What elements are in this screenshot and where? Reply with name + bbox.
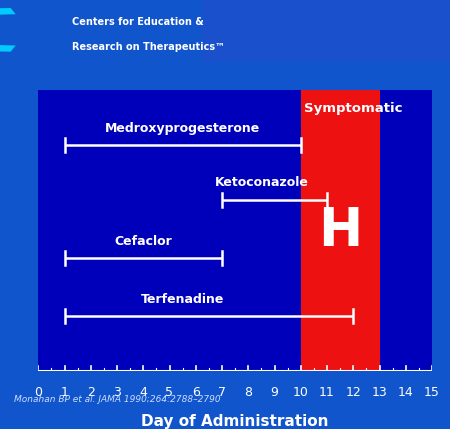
Text: 0: 0 — [34, 386, 42, 399]
Text: Ketoconazole: Ketoconazole — [215, 176, 308, 190]
Text: Day of Administration: Day of Administration — [141, 414, 329, 429]
Text: 8: 8 — [244, 386, 252, 399]
Text: 3: 3 — [113, 386, 121, 399]
Text: 9: 9 — [270, 386, 279, 399]
Text: 2: 2 — [87, 386, 94, 399]
Text: Medroxyprogesterone: Medroxyprogesterone — [105, 122, 260, 135]
Text: H: H — [318, 205, 362, 257]
Text: 7: 7 — [218, 386, 226, 399]
Polygon shape — [0, 8, 16, 51]
Text: 4: 4 — [140, 386, 147, 399]
Text: 1: 1 — [61, 386, 68, 399]
Text: Cefaclor: Cefaclor — [114, 235, 172, 248]
Text: 5: 5 — [166, 386, 174, 399]
Text: Centers for Education &: Centers for Education & — [72, 18, 204, 27]
Text: 14: 14 — [398, 386, 414, 399]
Text: 10: 10 — [293, 386, 309, 399]
Bar — [202, 0, 450, 62]
Text: Symptomatic: Symptomatic — [304, 103, 402, 115]
Text: 13: 13 — [372, 386, 387, 399]
Text: Monahan BP et al. JAMA 1990;264:2788–2790: Monahan BP et al. JAMA 1990;264:2788–279… — [14, 395, 220, 404]
Text: 12: 12 — [346, 386, 361, 399]
Text: 11: 11 — [319, 386, 335, 399]
Text: 6: 6 — [192, 386, 200, 399]
Text: Terfenadine: Terfenadine — [141, 293, 224, 306]
Text: 15: 15 — [424, 386, 440, 399]
Bar — [301, 90, 379, 371]
Text: Research on Therapeutics™: Research on Therapeutics™ — [72, 42, 225, 52]
